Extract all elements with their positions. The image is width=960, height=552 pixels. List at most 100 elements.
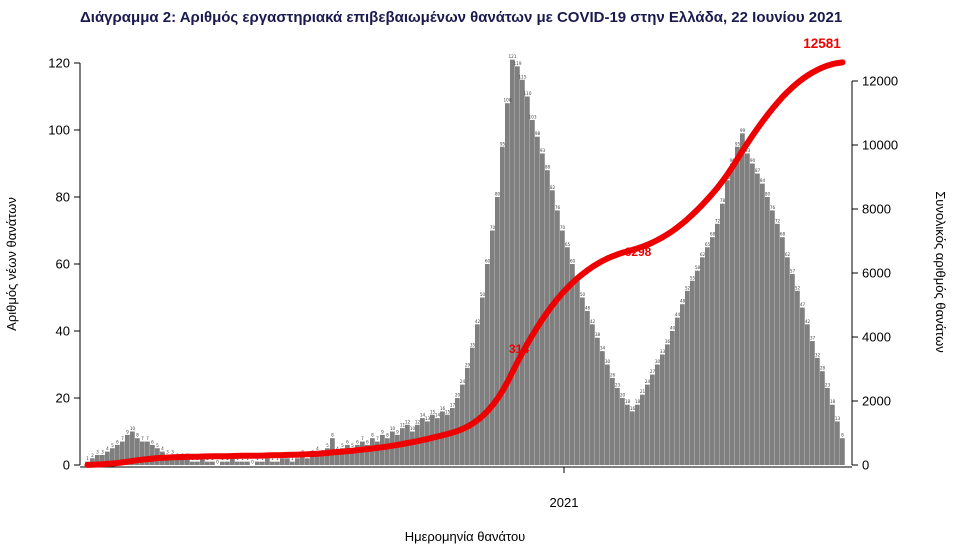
bar: [520, 79, 525, 465]
y-left-tick-label: 60: [56, 257, 70, 272]
bar: [615, 387, 620, 465]
bar-value-label: 48: [680, 299, 686, 304]
bar-value-label: 57: [790, 269, 796, 274]
bar-value-label: 119: [514, 61, 522, 66]
bar: [255, 461, 260, 465]
bar-value-label: 82: [550, 185, 556, 190]
bar: [575, 280, 580, 465]
bar: [345, 444, 350, 465]
cumulative-line: [84, 59, 846, 468]
bar-value-label: 30: [655, 359, 661, 364]
bar: [260, 461, 265, 465]
bar: [280, 458, 285, 465]
bar: [285, 458, 290, 465]
bar: [140, 441, 145, 465]
bar-value-label: 68: [710, 232, 716, 237]
bar-value-label: 16: [630, 406, 636, 411]
bar-value-label: 93: [745, 148, 751, 153]
y-right-tick-label: 12000: [862, 74, 898, 89]
bar-value-label: 6: [346, 439, 349, 444]
bar: [240, 461, 245, 465]
bar: [770, 210, 775, 465]
bar-value-label: 65: [705, 242, 711, 247]
bar: [725, 180, 730, 465]
bar: [715, 223, 720, 465]
bar-value-label: 121: [509, 54, 517, 59]
bar: [265, 458, 270, 465]
bar-value-label: 8: [371, 433, 374, 438]
bar-value-label: 7: [146, 436, 149, 441]
bar-value-label: 50: [580, 292, 586, 297]
bar-value-label: 23: [825, 382, 831, 387]
bar: [310, 454, 315, 465]
bar: [360, 441, 365, 465]
bar: [695, 270, 700, 465]
y-right-tick-label: 6000: [862, 266, 891, 281]
bar-value-label: 38: [595, 332, 601, 337]
bar: [535, 136, 540, 465]
bar: [805, 324, 810, 465]
bar: [500, 146, 505, 465]
bar-value-label: 115: [519, 74, 527, 79]
bar-value-label: 84: [760, 178, 766, 183]
bar: [270, 461, 275, 465]
bar: [290, 461, 295, 465]
bar-value-label: 5: [111, 443, 114, 448]
bar-value-label: 27: [650, 369, 656, 374]
bar-value-label: 24: [460, 379, 466, 384]
bar: [245, 461, 250, 465]
bar-value-label: 1: [261, 456, 264, 461]
y-left-tick-label: 0: [63, 458, 70, 473]
bar-value-label: 90: [730, 158, 736, 163]
bar-value-label: 62: [700, 252, 706, 257]
y-right-tick-label: 0: [862, 458, 869, 473]
bar: [185, 458, 190, 465]
bar: [105, 451, 110, 465]
bar-value-label: 3: [171, 449, 174, 454]
bar-value-label: 37: [810, 336, 816, 341]
bar: [700, 257, 705, 465]
bar-value-label: 14: [435, 413, 441, 418]
bar: [125, 434, 130, 465]
bar-value-label: 30: [605, 359, 611, 364]
bar-value-label: 7: [121, 436, 124, 441]
bar: [755, 173, 760, 466]
bar: [830, 404, 835, 465]
bar: [370, 438, 375, 465]
bar-value-label: 17: [450, 403, 456, 408]
bar-value-label: 3: [96, 449, 99, 454]
bar: [410, 431, 415, 465]
bar: [195, 461, 200, 465]
bar-value-label: 72: [775, 218, 781, 223]
bar-value-label: 10: [410, 426, 416, 431]
bar: [555, 210, 560, 465]
bar: [795, 290, 800, 465]
bar: [425, 421, 430, 465]
bar: [760, 183, 765, 465]
bar: [315, 451, 320, 465]
y-right-tick-label: 10000: [862, 138, 898, 153]
bar-value-label: 6: [116, 439, 119, 444]
bar-value-label: 24: [645, 379, 651, 384]
bar: [820, 371, 825, 465]
bar: [825, 387, 830, 465]
bar: [540, 153, 545, 465]
bar: [305, 458, 310, 465]
bar-value-label: 13: [425, 416, 431, 421]
bar: [530, 119, 535, 465]
bar: [485, 264, 490, 465]
bar-value-label: 14: [420, 413, 426, 418]
bar: [415, 424, 420, 465]
bar-value-label: 18: [635, 399, 641, 404]
bar: [295, 458, 300, 465]
bar: [710, 237, 715, 465]
bar: [375, 441, 380, 465]
chart-title: Διάγραμμα 2: Αριθμός εργαστηριακά επιβεβ…: [80, 9, 842, 26]
bar-value-label: 9: [126, 429, 129, 434]
bar-value-label: 15: [430, 409, 436, 414]
bar: [670, 331, 675, 465]
bar-value-label: 7: [361, 436, 364, 441]
cumulative-annotation: 6298: [625, 245, 652, 259]
